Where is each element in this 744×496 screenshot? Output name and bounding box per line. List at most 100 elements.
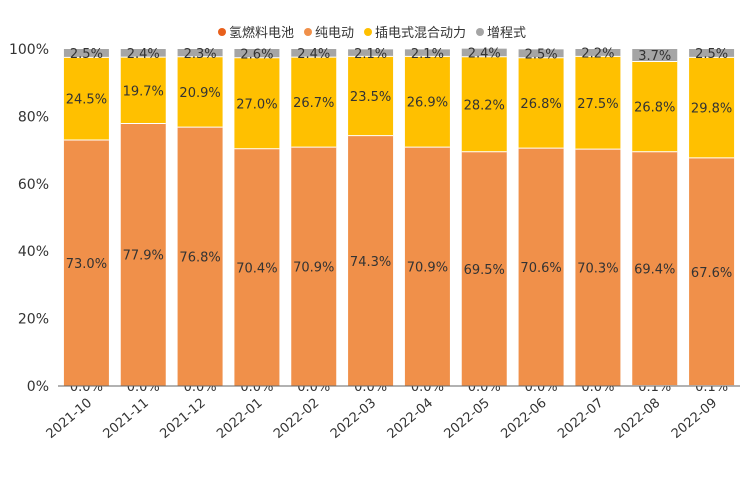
data-label: 73.0%: [66, 257, 107, 272]
bar-segment: [404, 147, 450, 386]
data-label: 26.8%: [634, 101, 675, 116]
bar-segment: [63, 49, 109, 58]
bar-segment: [291, 49, 337, 58]
data-label: 2.4%: [297, 47, 330, 62]
data-label: 2.5%: [70, 47, 103, 62]
data-label: 70.6%: [520, 261, 561, 276]
x-tick-label: 2022-08: [612, 396, 663, 442]
y-tick-label: 40%: [18, 244, 49, 260]
data-label: 76.8%: [179, 251, 220, 266]
data-label: 27.5%: [577, 97, 618, 112]
data-label: 70.3%: [577, 262, 618, 277]
bar-segment: [120, 123, 166, 387]
bar-segment: [632, 61, 678, 152]
bar-segment: [461, 48, 507, 57]
bar-segment: [120, 49, 166, 58]
bar-segment: [461, 56, 507, 152]
data-label: 69.5%: [464, 263, 505, 278]
x-tick-label: 2021-12: [157, 396, 208, 442]
bar-segment: [404, 49, 450, 57]
data-label: 20.9%: [179, 86, 220, 101]
legend-swatch: [364, 27, 372, 36]
data-label: 77.9%: [123, 249, 164, 264]
data-label: 2.2%: [581, 47, 614, 62]
data-label: 24.5%: [66, 93, 107, 108]
bar-segment: [518, 57, 564, 149]
bar-segment: [518, 148, 564, 386]
data-label: 3.7%: [638, 49, 671, 64]
legend-label: 插电式混合动力: [375, 26, 467, 41]
bar-segment: [348, 49, 394, 57]
data-label: 69.4%: [634, 263, 675, 278]
legend-item: 纯电动: [303, 22, 354, 41]
data-label: 70.9%: [407, 261, 448, 276]
data-label: 2.5%: [525, 48, 558, 63]
bar-segment: [63, 139, 109, 386]
data-label: 67.6%: [691, 266, 732, 281]
bar-segment: [177, 49, 223, 57]
data-label: 26.7%: [293, 96, 334, 111]
bar-segment: [575, 149, 621, 386]
data-label: 70.9%: [293, 261, 334, 276]
x-tick-label: 2021-10: [44, 396, 95, 442]
data-label: 2.6%: [240, 47, 273, 62]
data-label: 23.5%: [350, 90, 391, 105]
legend-label: 纯电动: [314, 26, 354, 41]
bar-segment: [177, 127, 223, 387]
bar-segment: [348, 135, 394, 386]
y-tick-label: 100%: [9, 42, 49, 58]
bar-segment: [689, 49, 735, 58]
y-tick-label: 0%: [27, 379, 49, 395]
y-tick-label: 80%: [18, 109, 49, 125]
legend-swatch: [217, 27, 226, 36]
data-label: 29.8%: [691, 102, 732, 117]
legend-label: 增程式: [487, 26, 527, 41]
x-tick-label: 2021-11: [101, 396, 152, 442]
y-tick-label: 20%: [18, 312, 49, 328]
bar-segment: [518, 49, 564, 58]
data-label: 2.4%: [468, 47, 501, 62]
bar-segment: [177, 56, 223, 128]
bar-segment: [120, 57, 166, 124]
bar-segment: [291, 147, 337, 386]
legend-swatch: [303, 27, 312, 36]
bar-segment: [348, 56, 394, 136]
bar-segment: [689, 157, 735, 386]
legend-label: 氢燃料电池: [228, 26, 294, 41]
bar-segment: [63, 57, 109, 140]
data-label: 70.4%: [236, 261, 277, 276]
x-tick-label: 2022-04: [385, 396, 436, 442]
data-label: 2.1%: [411, 47, 444, 62]
bar-segment: [632, 49, 678, 62]
data-label: 27.0%: [236, 97, 277, 112]
legend-item: 氢燃料电池: [217, 22, 294, 41]
data-label: 2.1%: [354, 47, 387, 62]
bar-segment: [291, 57, 337, 148]
bar-segment: [234, 57, 280, 149]
data-label: 26.9%: [407, 96, 448, 111]
data-label: 2.3%: [184, 47, 217, 62]
bar-segment: [575, 56, 621, 150]
data-label: 19.7%: [123, 84, 164, 99]
x-tick-label: 2022-09: [669, 396, 720, 442]
data-label: 2.5%: [695, 47, 728, 62]
x-tick-label: 2022-07: [555, 396, 606, 442]
y-tick-label: 60%: [18, 177, 49, 193]
x-tick-label: 2022-02: [271, 396, 322, 442]
x-tick-label: 2022-06: [498, 396, 549, 442]
bar-segment: [632, 151, 678, 386]
x-tick-label: 2022-01: [214, 396, 265, 442]
data-label: 26.8%: [520, 97, 561, 112]
data-label: 74.3%: [350, 255, 391, 270]
data-label: 28.2%: [464, 98, 505, 113]
legend-item: 插电式混合动力: [364, 22, 466, 41]
bar-segment: [461, 151, 507, 386]
x-tick-label: 2022-03: [328, 396, 379, 442]
legend-item: 增程式: [476, 22, 526, 41]
chart-legend: 氢燃料电池 纯电动 插电式混合动力 增程式: [0, 22, 744, 41]
bar-segment: [234, 148, 280, 386]
bar-segment: [404, 56, 450, 148]
legend-swatch: [476, 27, 485, 36]
bar-segment: [575, 49, 621, 57]
